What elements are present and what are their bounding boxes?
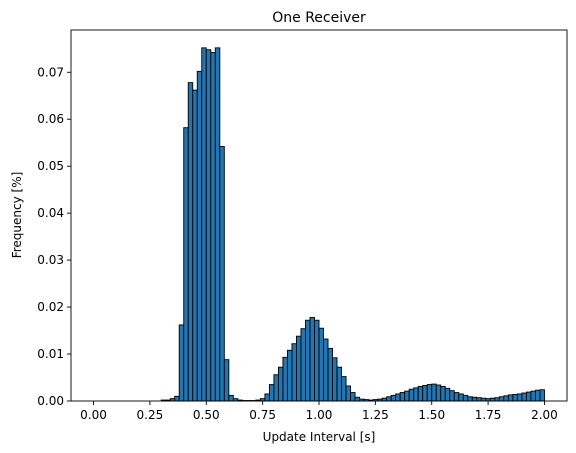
y-tick-label: 0.02: [37, 300, 64, 314]
histogram-bar: [534, 389, 541, 402]
histogram-bar: [426, 384, 433, 402]
histogram-bar: [422, 385, 428, 402]
y-tick-label: 0.04: [37, 206, 64, 220]
histogram-bar: [525, 391, 532, 402]
y-tick-label: 0.01: [37, 347, 64, 361]
histogram-bar: [354, 396, 361, 402]
histogram-bar: [399, 392, 406, 402]
histogram-bar: [291, 343, 297, 402]
histogram-bar: [539, 389, 545, 402]
x-axis-label: Update Interval [s]: [263, 430, 376, 444]
y-tick-label: 0.07: [37, 65, 64, 79]
histogram-bar: [390, 394, 397, 402]
x-tick-label: 1.00: [306, 408, 333, 422]
histogram-bar: [296, 335, 302, 402]
histogram-bar: [282, 356, 288, 402]
histogram-bar: [300, 328, 306, 402]
histogram-bar: [476, 397, 482, 402]
histogram-bar: [417, 385, 424, 402]
histogram-bar: [467, 396, 473, 402]
histogram-bar: [192, 89, 198, 402]
histogram-bar: [210, 52, 216, 402]
histogram-bar: [458, 393, 464, 402]
histogram-bar: [178, 324, 185, 402]
histogram-bar: [286, 349, 293, 402]
histogram-bar: [386, 396, 392, 402]
histogram-bar: [277, 366, 284, 402]
histogram-bar: [183, 127, 189, 402]
y-axis-label: Frequency [%]: [10, 172, 24, 259]
histogram-bar: [521, 392, 527, 402]
histogram-bar: [228, 394, 234, 402]
x-tick-label: 0.00: [80, 408, 107, 422]
chart-title: One Receiver: [272, 10, 366, 26]
histogram-bar: [449, 390, 455, 402]
histogram-bar: [440, 385, 446, 402]
histogram-bar: [498, 396, 505, 402]
histogram-bar: [413, 387, 419, 402]
histogram-bar: [174, 395, 180, 402]
x-tick-label: 0.75: [249, 408, 276, 422]
histogram-bar: [336, 366, 343, 402]
histogram-bar: [507, 394, 514, 402]
histogram-bar: [431, 383, 437, 402]
histogram-bar: [273, 374, 279, 402]
histogram-bar: [214, 47, 221, 402]
bars-group: [160, 47, 545, 402]
histogram-bar: [345, 385, 352, 402]
histogram-bar: [196, 70, 203, 402]
y-tick-label: 0.00: [37, 394, 64, 408]
histogram-bar: [341, 376, 347, 402]
histogram-bar: [314, 319, 320, 402]
histogram-bar: [219, 146, 225, 402]
x-axis-ticks: 0.00 0.25 0.50 0.75 1.00 1.25 1.50 1.75 2.00: [80, 401, 558, 422]
histogram-bar: [453, 392, 460, 402]
histogram-bar: [395, 393, 401, 402]
histogram-bar: [471, 396, 478, 402]
histogram-bar: [205, 49, 212, 402]
histogram-bar: [318, 327, 324, 402]
histogram-bar: [332, 357, 338, 402]
histogram-bar: [223, 359, 230, 402]
histogram-bar: [503, 395, 509, 402]
histogram-bar: [309, 316, 315, 402]
x-tick-label: 2.00: [531, 408, 558, 422]
x-tick-label: 1.50: [418, 408, 445, 422]
histogram-bar: [404, 390, 410, 402]
histogram-bar: [187, 82, 194, 402]
y-tick-label: 0.05: [37, 159, 64, 173]
y-axis-ticks: 0.00 0.01 0.02 0.03 0.04 0.05 0.06 0.07: [37, 65, 71, 408]
histogram-bar: [530, 390, 536, 402]
y-tick-label: 0.06: [37, 112, 64, 126]
histogram-bar: [516, 393, 523, 402]
x-tick-label: 0.50: [193, 408, 220, 422]
x-tick-label: 1.75: [475, 408, 502, 422]
histogram-bar: [201, 47, 207, 402]
histogram-bar: [350, 392, 356, 402]
histogram-bar: [462, 394, 469, 402]
histogram-bar: [327, 347, 333, 402]
histogram-bar: [494, 397, 500, 402]
histogram-bar: [408, 388, 415, 402]
histogram-bar: [444, 387, 451, 402]
histogram-bar: [323, 338, 329, 402]
y-tick-label: 0.03: [37, 253, 64, 267]
x-tick-label: 0.25: [137, 408, 164, 422]
histogram-bar: [435, 384, 442, 402]
x-tick-label: 1.25: [362, 408, 389, 422]
histogram-bar: [264, 393, 270, 402]
histogram-bar: [305, 319, 311, 402]
histogram-bar: [268, 384, 275, 402]
histogram-bar: [512, 393, 518, 402]
